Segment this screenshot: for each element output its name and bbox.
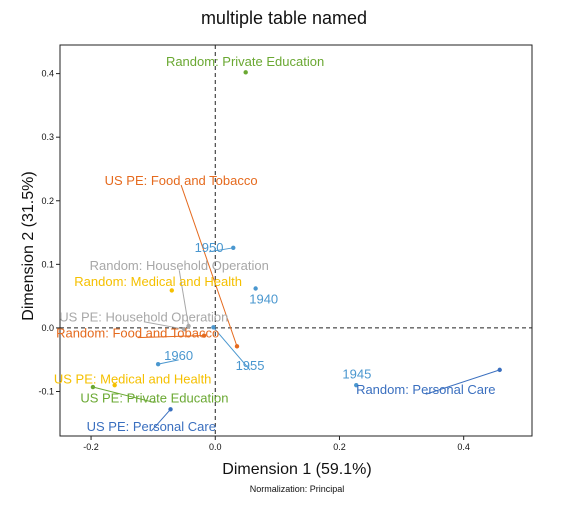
chart-title: multiple table named	[201, 8, 367, 28]
leader-line	[137, 335, 205, 339]
y-tick-label: 0.2	[41, 196, 54, 206]
x-tick-label: 0.2	[333, 442, 346, 452]
leader-line	[180, 184, 238, 347]
point-label: Random: Personal Care	[356, 382, 495, 397]
data-point	[169, 288, 174, 293]
x-tick-label: -0.2	[83, 442, 99, 452]
data-point	[253, 286, 258, 291]
y-tick-label: 0.4	[41, 69, 54, 79]
x-axis-title: Dimension 1 (59.1%)	[222, 461, 371, 478]
data-point	[243, 70, 248, 75]
data-point	[497, 367, 502, 373]
leader-line	[92, 386, 155, 403]
leader-line	[425, 369, 500, 395]
y-tick-label: 0.1	[41, 259, 54, 269]
point-label: US PE: Medical and Health	[54, 371, 212, 386]
data-point	[231, 245, 236, 251]
point-label: 1945	[342, 366, 371, 381]
data-point	[211, 325, 216, 330]
y-tick-label: 0.3	[41, 132, 54, 142]
point-label: Random: Household Operation	[90, 258, 269, 273]
data-point	[90, 384, 96, 390]
leader-line	[150, 408, 171, 432]
data-point	[354, 382, 359, 388]
point-label: US PE: Food and Tobacco	[105, 173, 258, 188]
point-label: Random: Medical and Health	[74, 274, 242, 289]
y-axis-title: Dimension 2 (31.5%)	[20, 171, 37, 320]
y-tick-label: 0.0	[41, 323, 54, 333]
data-point	[112, 382, 117, 388]
data-point	[182, 326, 187, 332]
point-label: 1960	[164, 348, 193, 363]
point-label: 1940	[249, 291, 278, 306]
point-label: Random: Food and Tobacco	[56, 326, 219, 341]
x-tick-label: 0.0	[209, 442, 222, 452]
leader-line	[213, 326, 251, 371]
y-tick-label: -0.1	[38, 386, 54, 396]
data-point	[234, 344, 240, 349]
data-point	[201, 333, 207, 338]
point-label: 1955	[236, 358, 265, 373]
point-label: US PE: Personal Care	[87, 419, 216, 434]
leader-line	[143, 321, 185, 330]
point-label: Random: Private Education	[166, 54, 324, 69]
data-point	[168, 407, 173, 412]
point-label: 1950	[195, 240, 224, 255]
leader-line	[208, 247, 234, 253]
leader-line	[178, 270, 190, 327]
data-point	[155, 361, 161, 367]
leader-line	[158, 359, 179, 365]
data-point	[186, 323, 191, 329]
plot-frame	[59, 44, 533, 437]
normalization-footnote: Normalization: Principal	[250, 484, 345, 494]
x-tick-label: 0.4	[457, 442, 470, 452]
plot-area: -0.2 0.0 0.2 0.4 -0.1 0.0 0.1 0.2 0.3 0.4 1940 1945…	[38, 44, 533, 452]
point-label: US PE: Private Education	[80, 390, 228, 405]
point-label: US PE: Household Operation	[59, 310, 228, 325]
